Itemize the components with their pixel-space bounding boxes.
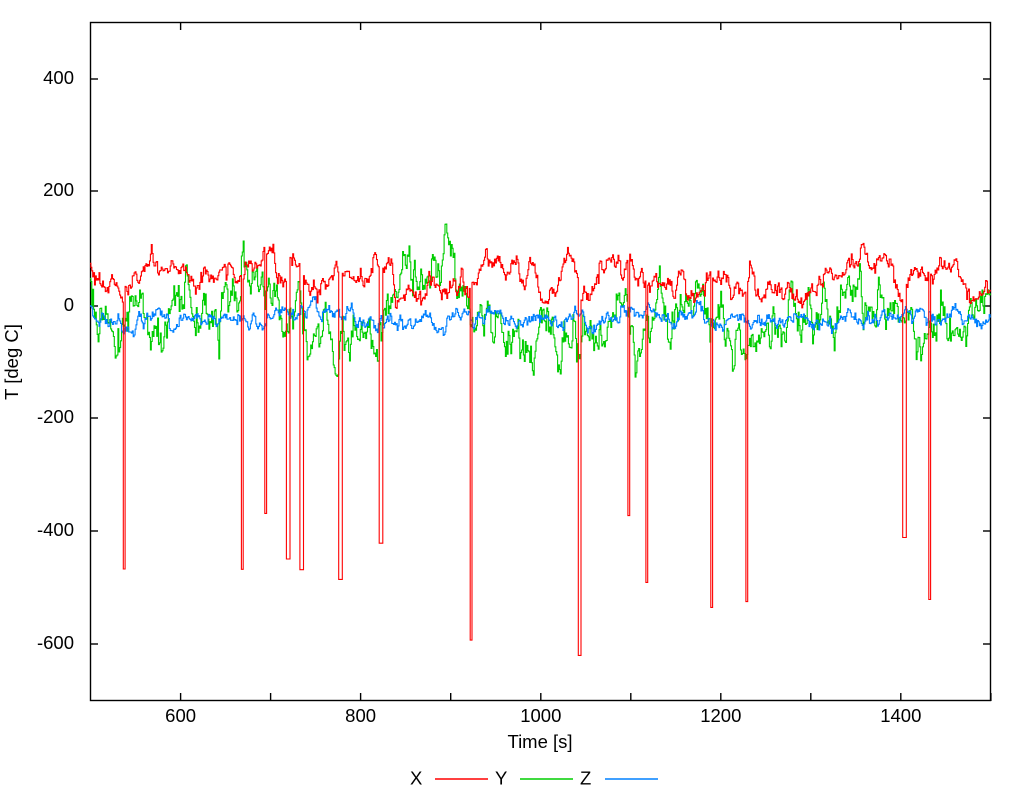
svg-text:400: 400 (43, 67, 74, 88)
svg-text:T [deg C]: T [deg C] (1, 324, 22, 400)
svg-text:-400: -400 (37, 519, 74, 540)
svg-text:Time [s]: Time [s] (507, 731, 572, 752)
svg-text:0: 0 (64, 294, 74, 315)
svg-text:800: 800 (345, 705, 376, 726)
svg-text:600: 600 (165, 705, 196, 726)
svg-text:1000: 1000 (520, 705, 561, 726)
svg-text:-200: -200 (37, 406, 74, 427)
svg-text:-600: -600 (37, 632, 74, 653)
svg-text:X: X (410, 768, 422, 789)
svg-text:1200: 1200 (700, 705, 741, 726)
svg-text:Y: Y (495, 768, 507, 789)
svg-text:Z: Z (580, 768, 591, 789)
svg-text:200: 200 (43, 179, 74, 200)
svg-text:1400: 1400 (880, 705, 921, 726)
